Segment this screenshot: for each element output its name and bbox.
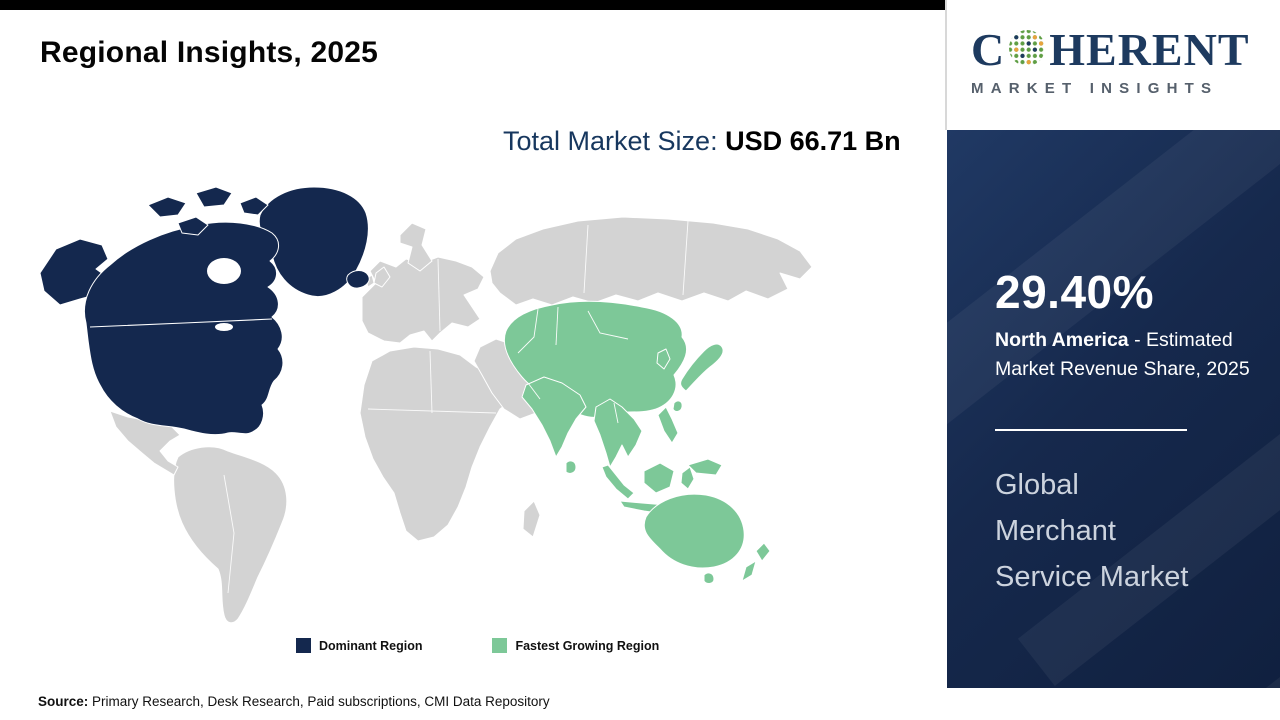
usa-canada-border: [89, 318, 273, 328]
region-korea: [656, 348, 671, 370]
region-new-guinea: [687, 458, 723, 476]
region-new-zealand-south: [741, 560, 757, 582]
dominant-region-swatch-icon: [296, 638, 311, 653]
great-lakes: [215, 323, 233, 331]
region-indochina: [593, 398, 643, 468]
region-iceland: [346, 270, 370, 289]
legend-label: Dominant Region: [319, 638, 423, 653]
region-asia-pacific: [504, 300, 771, 584]
region-borneo: [643, 462, 675, 494]
region-sri-lanka: [565, 460, 577, 474]
region-tasmania: [703, 572, 715, 584]
hudson-bay: [207, 258, 241, 284]
region-africa: [359, 346, 517, 542]
top-black-bar: [0, 0, 945, 10]
region-scandinavia: [399, 222, 433, 272]
region-philippines: [657, 406, 679, 444]
region-russia: [489, 216, 813, 306]
source-label: Source:: [38, 694, 89, 709]
region-rest-of-world: [109, 216, 813, 624]
legend-item-fastest: Fastest Growing Region: [492, 638, 659, 653]
legend-label: Fastest Growing Region: [515, 638, 660, 653]
arctic-island-2: [195, 186, 233, 208]
coherent-wordmark: C: [971, 26, 1280, 74]
side-panel: 29.40% North America - Estimated Market …: [947, 130, 1280, 688]
market-name-line-2: Merchant: [995, 515, 1116, 547]
region-japan: [680, 343, 724, 392]
logo-subtitle: MARKET INSIGHTS: [971, 80, 1219, 97]
source-note: Source: Primary Research, Desk Research,…: [38, 694, 550, 709]
market-name-line-1: Global: [995, 469, 1079, 501]
arctic-island-4: [177, 216, 209, 236]
world-map: [28, 175, 818, 630]
panel-divider: [995, 429, 1187, 431]
revenue-share-rest: - Estimated Market Revenue Share, 2025: [995, 329, 1250, 380]
revenue-share-description: North America - Estimated Market Revenue…: [995, 326, 1257, 384]
total-market-size-label: Total Market Size:: [503, 126, 726, 156]
world-map-svg: [39, 186, 813, 624]
legend-item-dominant: Dominant Region: [296, 638, 422, 653]
revenue-share-value: 29.40%: [995, 266, 1155, 318]
region-malay-peninsula: [601, 464, 635, 500]
region-south-america: [173, 446, 288, 624]
source-text: Primary Research, Desk Research, Paid su…: [88, 694, 550, 709]
revenue-share-region: North America: [995, 329, 1129, 351]
region-australia: [643, 493, 745, 569]
region-north-america: [39, 186, 370, 436]
wordmark-end: HERENT: [1049, 24, 1250, 75]
north-america-details: [89, 258, 273, 331]
total-market-size: Total Market Size: USD 66.71 Bn: [503, 122, 923, 161]
region-taiwan: [672, 400, 683, 412]
market-name: Global Merchant Service Market: [995, 462, 1188, 600]
region-uk: [373, 266, 391, 288]
coherent-logo: C: [945, 0, 1280, 130]
arctic-island-3: [239, 196, 269, 216]
region-sulawesi: [680, 466, 695, 490]
gray-country-borders: [223, 220, 689, 594]
region-new-zealand-north: [755, 542, 771, 562]
region-madagascar: [522, 500, 541, 538]
arctic-island-1: [147, 196, 187, 218]
legend: Dominant Region Fastest Growing Region: [296, 638, 659, 653]
total-market-size-value: USD 66.71 Bn: [725, 126, 901, 156]
fastest-growing-region-swatch-icon: [492, 638, 508, 653]
wordmark-start: C: [971, 24, 1006, 75]
page-title: Regional Insights, 2025: [40, 36, 379, 69]
green-country-borders: [517, 306, 629, 424]
region-europe: [361, 256, 485, 344]
market-name-line-3: Service Market: [995, 561, 1189, 593]
dotted-globe-icon: [1007, 28, 1047, 76]
region-canada-usa: [84, 221, 284, 436]
